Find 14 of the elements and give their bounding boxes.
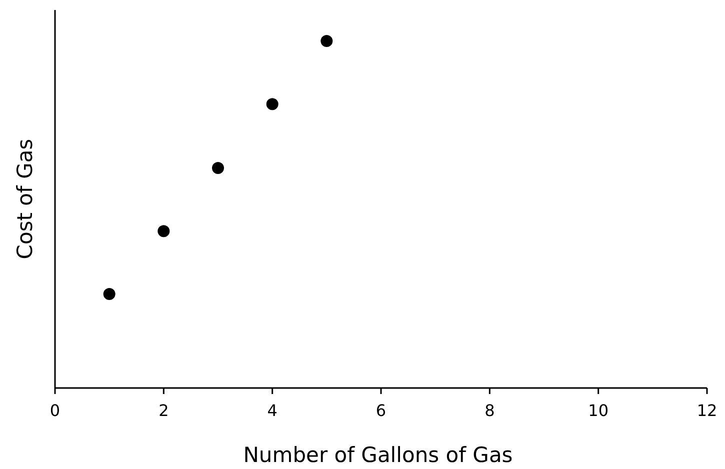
x-tick-label: 8	[484, 401, 495, 420]
x-tick-label: 10	[588, 401, 609, 420]
point	[212, 162, 224, 174]
point	[320, 35, 333, 47]
x-tick-label: 2	[158, 401, 169, 420]
x-tick-label: 6	[376, 401, 386, 420]
x-tick-label: 0	[50, 401, 60, 420]
x-tick-label: 4	[267, 401, 278, 420]
x-tick-label: 12	[696, 401, 718, 420]
point	[158, 225, 170, 238]
point	[103, 288, 116, 300]
y-axis-title: Cost of Gas	[13, 138, 37, 260]
x-axis-title: Number of Gallons of Gas	[243, 443, 513, 467]
point	[266, 98, 278, 110]
